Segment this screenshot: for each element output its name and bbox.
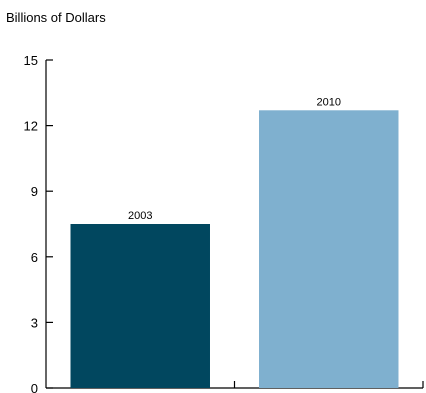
y-tick-label: 3: [31, 315, 38, 330]
bars: [70, 110, 399, 388]
y-tick-label: 9: [31, 184, 38, 199]
bar-2010: [259, 110, 399, 388]
y-tick-label: 0: [31, 381, 38, 393]
y-tick-label: 6: [31, 250, 38, 265]
data-labels: 2003 2010: [128, 96, 341, 222]
y-axis-label: Billions of Dollars: [6, 10, 106, 25]
bar-label-2010: 2010: [317, 96, 341, 108]
y-tick-label: 15: [24, 53, 38, 68]
y-axis: 0 3 6 9 12 15: [24, 53, 53, 393]
bar-2003: [70, 224, 210, 388]
bar-label-2003: 2003: [128, 210, 152, 222]
y-tick-label: 12: [24, 119, 38, 134]
